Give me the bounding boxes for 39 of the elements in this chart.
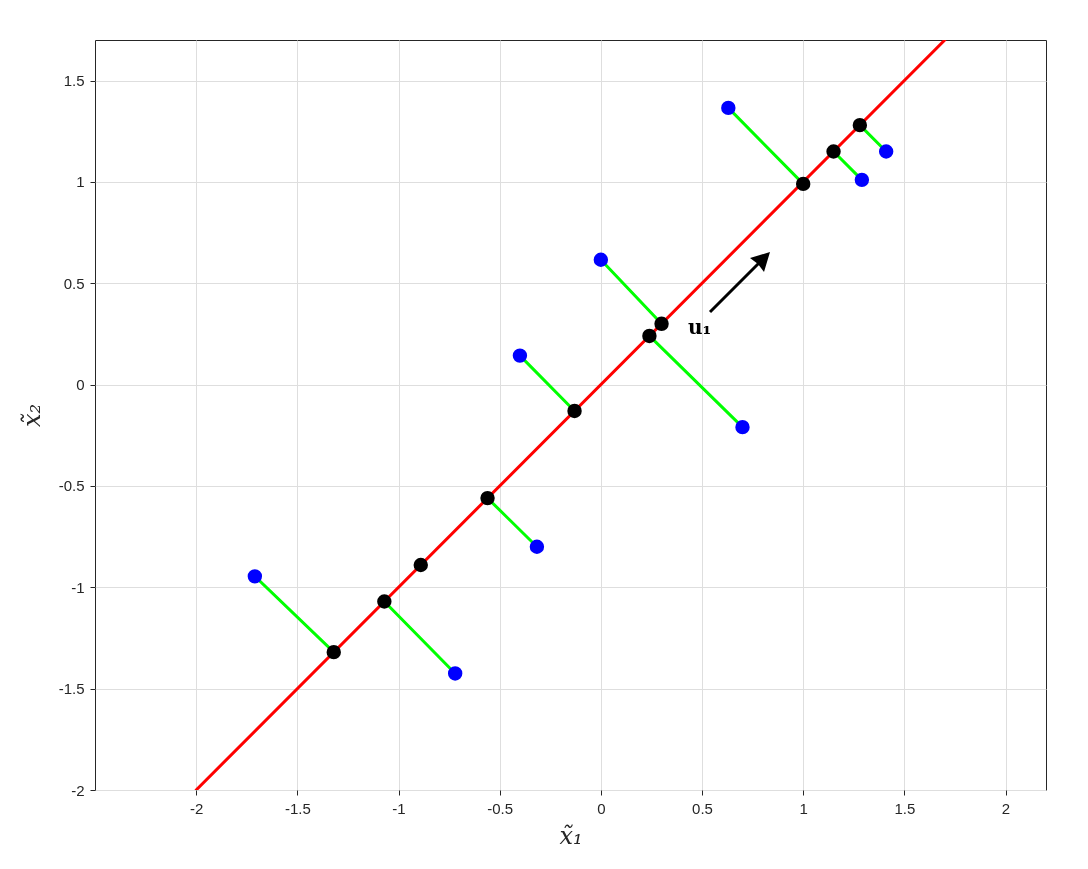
point [529, 539, 545, 554]
x-tick-label: -1.5 [284, 799, 311, 817]
point [735, 419, 750, 435]
x-tick-label: 0.5 [692, 799, 713, 817]
y-tick-label: -0.5 [58, 477, 85, 495]
x-tick-label: 1.5 [894, 799, 916, 817]
point [326, 644, 341, 660]
y-tick-label: 1.5 [63, 72, 85, 90]
point [512, 348, 528, 363]
point [854, 172, 870, 188]
y-tick-label: 0.5 [63, 274, 85, 292]
point [567, 403, 582, 419]
y-tick-label: -1.5 [58, 680, 85, 698]
y-tick-label: -2 [71, 781, 85, 799]
point [447, 666, 463, 681]
annotation: u₁ [688, 315, 712, 339]
y-tick-label: 0 [76, 376, 85, 394]
point [642, 328, 657, 344]
point [826, 144, 841, 159]
point [721, 100, 736, 116]
point [480, 490, 495, 506]
point [878, 144, 894, 159]
x-tick-label: 1 [799, 799, 808, 817]
y-axis-title: x̃₂ [17, 403, 46, 428]
point [852, 117, 868, 133]
point [413, 557, 428, 573]
point [377, 594, 392, 609]
point [795, 176, 811, 192]
y-tick-label: -1 [71, 578, 85, 596]
x-tick-label: -0.5 [487, 799, 514, 817]
y-tick-label: 1 [76, 173, 85, 191]
point [247, 569, 263, 584]
point [654, 316, 669, 331]
x-tick-label: 0 [597, 799, 606, 817]
point [593, 252, 609, 267]
x-axis-title: x̃₁ [559, 821, 583, 850]
x-tick-label: 2 [1001, 799, 1011, 817]
x-tick-label: -1 [392, 799, 406, 817]
x-tick-label: -2 [190, 799, 204, 817]
